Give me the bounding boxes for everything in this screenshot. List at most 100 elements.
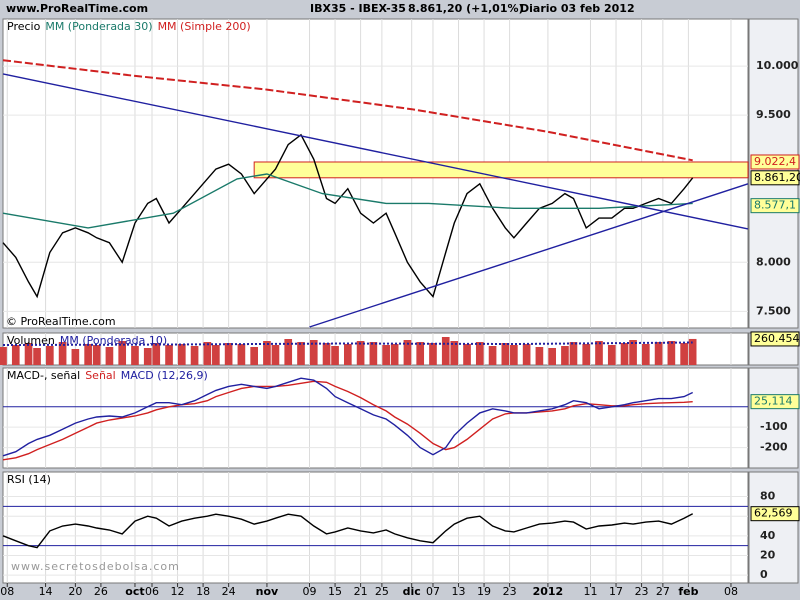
x-tick-label: 23 [635, 585, 649, 598]
series-line [2, 173, 693, 229]
volume-bar [250, 347, 259, 365]
volume-bar [535, 347, 544, 365]
volume-bar [416, 342, 425, 365]
x-tick-label: 09 [303, 585, 317, 598]
site: www.ProRealTime.com [6, 2, 148, 15]
price-tag-label: 25,114 [754, 395, 793, 408]
legend-entry: MM (Simple 200) [158, 20, 251, 33]
series-line [2, 73, 749, 230]
legend-entry: Volumen [7, 334, 55, 347]
volume-bar [441, 337, 450, 365]
y-tick-label: 0 [760, 568, 768, 581]
y-tick-label: -200 [760, 441, 788, 454]
volume-bar [322, 343, 331, 365]
period: Diario 03 feb 2012 [520, 2, 635, 15]
x-tick-label: 17 [609, 585, 623, 598]
y-tick-label: 10.000 [756, 59, 799, 72]
x-tick-label: 08 [724, 585, 738, 598]
volume-bar [641, 344, 650, 365]
x-tick-label: 15 [328, 585, 342, 598]
volume-bar [582, 344, 591, 365]
series-line [309, 183, 749, 328]
volume-bar [58, 342, 67, 365]
y-tick-label: 80 [760, 490, 776, 503]
legend-entry: MM (Ponderada 10) [60, 334, 167, 347]
legend-entry: RSI (14) [7, 473, 51, 486]
volume-bar [569, 342, 578, 365]
volume-bar [118, 341, 127, 365]
volume-bar [84, 344, 92, 365]
price-tag [750, 394, 800, 410]
x-tick-label: 25 [375, 585, 389, 598]
volume-bar [224, 343, 233, 365]
resistance-zone [253, 161, 749, 179]
x-tick-label: 19 [477, 585, 491, 598]
volume-bar [403, 340, 412, 365]
x-tick-label: 06 [145, 585, 159, 598]
instrument: IBX35 - IBEX-35 [310, 2, 406, 15]
y-tick-label: 9.500 [756, 108, 791, 121]
volume-bar [390, 344, 399, 365]
x-tick-label: 13 [452, 585, 466, 598]
y-tick-label: 7.500 [756, 304, 791, 317]
volume-bar [522, 344, 531, 365]
volume-bar [11, 345, 20, 365]
volume-bar [309, 340, 318, 365]
volume-bar [620, 343, 629, 365]
y-tick-label: 40 [760, 529, 776, 542]
volume-bar [561, 346, 569, 365]
x-tick-label: 14 [39, 585, 53, 598]
price-tag-label: 9.022,4 [754, 155, 796, 168]
volume-bar [0, 347, 7, 365]
x-tick-label: 12 [171, 585, 185, 598]
x-tick-label: 07 [426, 585, 440, 598]
price-tag-label: 62,569 [754, 507, 793, 520]
volume-bar [24, 343, 33, 365]
price-tag-label: 8.577,1 [754, 199, 796, 212]
x-tick-label: 11 [583, 585, 597, 598]
series-line [2, 513, 694, 549]
legend-entry: Señal [85, 369, 116, 382]
copyright: © ProRealTime.com [6, 315, 116, 328]
watermark: www.secretosdebolsa.com [11, 560, 180, 573]
volume-bar [510, 345, 518, 365]
volume-bar [667, 341, 676, 365]
volume-bar [177, 344, 186, 365]
panel [2, 367, 749, 469]
volume-bar [369, 342, 378, 365]
y-tick-label: 20 [760, 548, 776, 561]
series-line [2, 59, 693, 162]
volume-bar [190, 346, 199, 365]
volume-bar [297, 342, 305, 365]
legend-entry: MM (Ponderada 30) [45, 20, 152, 33]
quote: 8.861,20 (+1,01%) [408, 2, 524, 15]
y-tick-label: -100 [760, 420, 788, 433]
volume-bar [165, 345, 173, 365]
x-tick-label: 23 [503, 585, 517, 598]
volume-bar [475, 342, 484, 365]
axis-panel [748, 367, 799, 469]
y-tick-label: 8.000 [756, 255, 791, 268]
volume-bar [450, 341, 459, 365]
volume-bar [203, 342, 212, 365]
volume-bar [45, 346, 54, 365]
volume-bar [463, 344, 471, 365]
x-tick-label: 20 [68, 585, 82, 598]
volume-bar [343, 344, 352, 365]
x-tick-label: 08 [0, 585, 14, 598]
x-tick-label: 2012 [533, 585, 564, 598]
price-tag [750, 331, 800, 347]
volume-bar [131, 346, 139, 365]
price-tag-label: 8.861,20 [754, 171, 800, 184]
x-tick-label: dic [403, 585, 421, 598]
volume-bar [688, 338, 697, 365]
price-tag [750, 506, 800, 522]
x-tick-label: feb [678, 585, 698, 598]
legend-entry: Precio [7, 20, 41, 33]
volume-bar [607, 345, 616, 365]
volume-bar [680, 343, 688, 365]
volume-bar [263, 341, 271, 365]
volume-bar [501, 343, 510, 365]
axis-panel [748, 471, 799, 584]
